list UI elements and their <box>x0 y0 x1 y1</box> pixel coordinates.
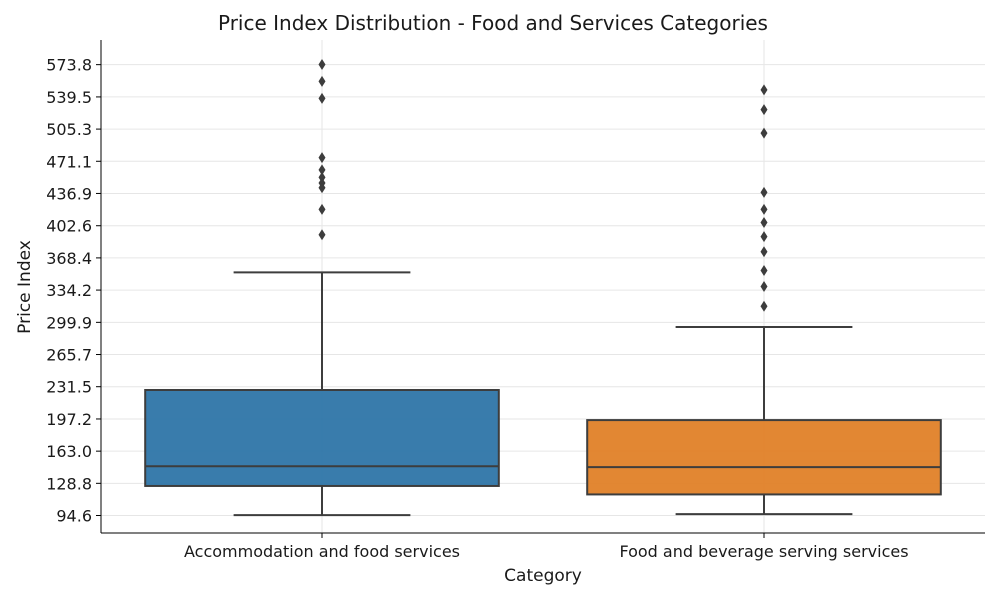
outlier-point <box>760 281 768 292</box>
y-tick-label: 334.2 <box>46 281 92 300</box>
y-tick-label: 128.8 <box>46 474 92 493</box>
outlier-point <box>318 182 326 194</box>
iqr-box <box>586 419 942 496</box>
y-tick-label: 539.5 <box>46 88 92 107</box>
outlier-point <box>318 171 326 183</box>
outlier-point <box>318 229 326 241</box>
y-tick-label: 265.7 <box>46 346 92 365</box>
outlier-point <box>760 217 768 229</box>
y-tick-label: 231.5 <box>46 378 92 397</box>
outlier-point <box>760 127 768 139</box>
outlier-point <box>760 246 768 258</box>
outlier-point <box>318 203 326 215</box>
y-tick-label: 436.9 <box>46 184 92 203</box>
y-tick-label: 402.6 <box>46 217 92 236</box>
box-group <box>586 84 942 516</box>
outlier-point <box>318 92 326 104</box>
box-layer <box>144 58 942 517</box>
y-tick-label: 471.1 <box>46 152 92 171</box>
outlier-point <box>760 84 768 96</box>
outlier-point <box>318 152 326 164</box>
grid-layer <box>101 40 985 533</box>
x-axis-title: Category <box>504 566 582 586</box>
outlier-point <box>318 58 326 70</box>
outlier-point <box>318 75 326 87</box>
y-tick-label: 505.3 <box>46 120 92 139</box>
y-tick-label: 94.6 <box>56 507 92 526</box>
outlier-point <box>318 164 326 176</box>
y-tick-label: 163.0 <box>46 442 92 461</box>
y-tick-label: 368.4 <box>46 249 92 268</box>
x-tick-label: Accommodation and food services <box>184 542 460 561</box>
outlier-point <box>760 300 768 312</box>
chart-title: Price Index Distribution - Food and Serv… <box>218 11 768 35</box>
outlier-point <box>760 104 768 116</box>
y-tick-label: 197.2 <box>46 410 92 429</box>
box-group <box>144 58 500 517</box>
x-tick-label: Food and beverage serving services <box>619 542 908 561</box>
y-tick-label: 573.8 <box>46 56 92 75</box>
outlier-point <box>760 231 768 243</box>
outlier-point <box>760 265 768 277</box>
outlier-point <box>760 186 768 198</box>
iqr-box <box>144 388 500 487</box>
y-axis-title: Price Index <box>15 240 35 334</box>
y-tick-label: 299.9 <box>46 313 92 332</box>
outlier-point <box>760 203 768 215</box>
axis-layer: 94.6 128.8 163.0 197.2 231.5 265.7 299.9 334.2 3… <box>46 40 985 561</box>
